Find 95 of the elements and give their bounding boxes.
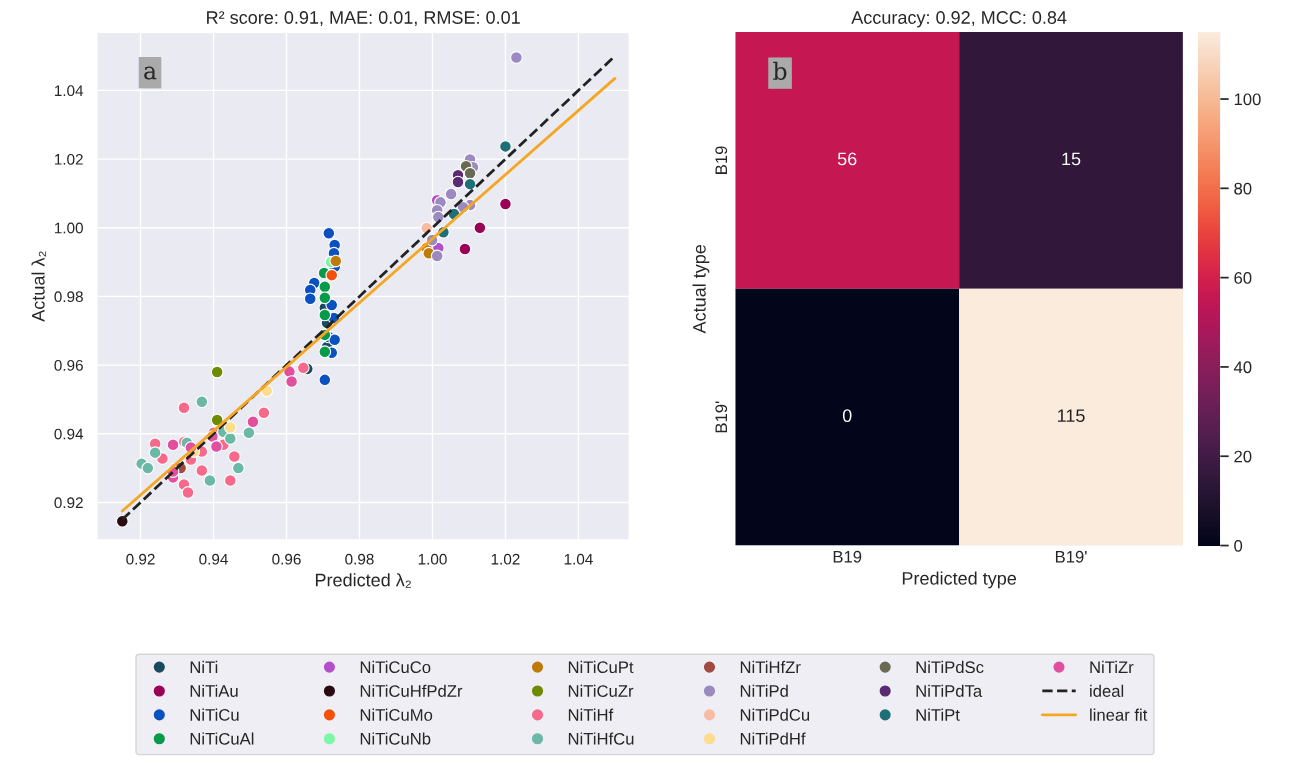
x-tick-label: 0.92 [126,553,155,565]
legend-label: NiTiCuCo [360,660,431,674]
point [231,461,245,475]
color-bar-label: 20 [1234,450,1252,463]
point [318,373,332,387]
point [257,406,271,420]
y-tick-label: 0.98 [54,291,83,303]
point [203,474,217,487]
legend-label: NiTiPdHf [740,732,806,745]
point [166,438,180,452]
legend-label: ideal [1090,684,1124,697]
y-tick-label: 0.96 [54,359,83,371]
point [223,432,237,445]
annotation: a [144,66,157,80]
legend-label: NiTiPdSc [916,660,984,674]
point [322,226,336,240]
y-tick-label: 0.94 [54,428,84,440]
point [451,175,465,189]
point [499,197,512,211]
point [296,361,310,375]
point [303,292,317,306]
point [430,249,444,263]
legend-label: NiTiHf [568,708,614,721]
chart-title: Accuracy: 0.92, MCC: 0.84 [851,11,1067,28]
point [181,486,195,499]
legend-label: NiTiCuZr [568,684,634,697]
point [463,166,477,180]
point [473,221,487,235]
legend-label: NiTiPd [740,684,788,697]
x-axis-title: Predicted type [902,571,1017,589]
x-tick-label: 1.04 [564,553,593,565]
annotation: b [773,61,787,80]
legend-label: NiTiHfZr [740,660,801,673]
data-label: 0 [842,409,852,423]
color-bar-label: 100 [1234,93,1261,106]
x-axis-title: Predicted λ₂ [315,573,411,588]
legend-label: NiTiHfCu [568,732,634,745]
point [318,345,332,359]
point [195,464,209,477]
x-tick-label: 0.94 [199,553,228,565]
x-tick-label: 0.96 [272,553,301,565]
point [242,426,256,440]
point [318,308,332,322]
y-tick-label: 1.02 [54,153,83,165]
point [285,375,298,388]
point [246,415,260,429]
data-label: 15 [1062,152,1081,166]
data-label: 56 [837,152,857,166]
color-bar-label: 80 [1234,182,1252,195]
point [210,440,223,453]
x-tick-label: 0.98 [345,553,374,565]
y-axis-title: Actual λ₂ [31,251,47,322]
color-bar-label: 0 [1234,539,1243,552]
legend-label: NiTiPdTa [916,684,983,697]
point [141,461,155,475]
legend-label: NiTiCuMo [360,708,433,721]
point [195,395,209,409]
legend-label: NiTiPt [916,708,960,721]
point [227,450,241,463]
point [223,421,237,434]
legend-label: NiTiAu [190,684,238,697]
legend-label: NiTiCuPt [568,660,634,674]
x-tick-label: B19' [1055,550,1087,563]
legend-label: NiTiCuAl [190,732,254,745]
color-bar-label: 60 [1234,272,1252,284]
legend-label: linear fit [1090,708,1148,721]
point [210,365,224,379]
legend-label: NiTiCuHfPdZr [360,684,463,697]
y-tick-label: 1.00 [54,222,83,234]
point [458,242,472,256]
point [325,268,339,282]
point [499,140,512,153]
data-label: 115 [1058,409,1085,423]
x-tick-label: 1.00 [418,553,447,565]
point [329,254,343,268]
point [510,51,523,64]
point [148,446,162,460]
point [177,401,191,415]
legend-label: NiTiCu [190,708,239,721]
point [463,177,477,191]
legend-label: NiTiCuNb [360,732,431,745]
y-tick-label: 1.04 [54,85,84,97]
point [318,280,332,294]
legend-label: NiTi [190,660,218,673]
point [444,187,458,201]
legend-label: NiTiPdCu [740,708,810,721]
color-bar-label: 40 [1233,361,1252,374]
x-tick-label: B19 [833,550,862,563]
legend-label: NiTiZr [1090,660,1134,673]
chart-title: R² score: 0.91, MAE: 0.01, RMSE: 0.01 [207,11,520,27]
point [318,291,332,305]
x-tick-label: 1.02 [491,553,520,565]
y-tick-label: 0.92 [54,497,83,509]
y-axis-title: Actual type [692,244,710,334]
point [223,474,237,487]
